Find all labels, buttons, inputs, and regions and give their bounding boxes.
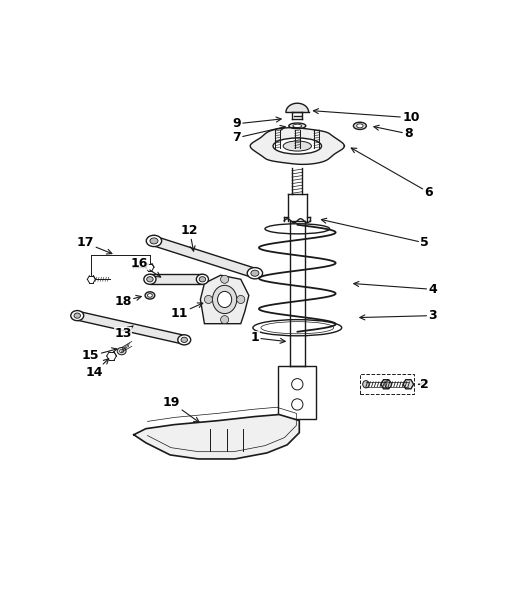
Ellipse shape bbox=[144, 274, 156, 284]
Ellipse shape bbox=[199, 277, 206, 282]
Ellipse shape bbox=[363, 380, 369, 388]
Circle shape bbox=[220, 275, 229, 283]
Polygon shape bbox=[201, 275, 249, 324]
Text: 13: 13 bbox=[115, 326, 133, 340]
Ellipse shape bbox=[181, 337, 188, 342]
Ellipse shape bbox=[74, 313, 80, 318]
Ellipse shape bbox=[147, 293, 152, 297]
Ellipse shape bbox=[247, 267, 263, 279]
Text: 16: 16 bbox=[131, 257, 160, 277]
Ellipse shape bbox=[71, 310, 84, 320]
Text: 9: 9 bbox=[232, 117, 281, 130]
Polygon shape bbox=[76, 311, 185, 344]
Circle shape bbox=[204, 296, 213, 303]
Bar bbox=[278, 366, 316, 419]
Text: 18: 18 bbox=[115, 295, 141, 308]
Polygon shape bbox=[286, 103, 308, 112]
Text: 8: 8 bbox=[374, 125, 413, 140]
Text: 10: 10 bbox=[314, 108, 420, 124]
Text: 2: 2 bbox=[418, 378, 429, 391]
Polygon shape bbox=[250, 128, 344, 164]
Text: 6: 6 bbox=[351, 148, 433, 199]
Text: 14: 14 bbox=[86, 359, 109, 379]
Text: 15: 15 bbox=[82, 348, 117, 362]
Ellipse shape bbox=[218, 292, 232, 307]
Ellipse shape bbox=[385, 380, 391, 388]
Ellipse shape bbox=[289, 123, 306, 128]
Text: 11: 11 bbox=[171, 303, 203, 320]
Text: 1: 1 bbox=[250, 332, 285, 345]
Polygon shape bbox=[150, 274, 203, 284]
Circle shape bbox=[220, 316, 229, 324]
Text: 12: 12 bbox=[181, 224, 199, 251]
Ellipse shape bbox=[196, 274, 208, 284]
Ellipse shape bbox=[357, 124, 363, 128]
Ellipse shape bbox=[178, 335, 191, 345]
Ellipse shape bbox=[150, 238, 158, 244]
Text: 17: 17 bbox=[77, 236, 112, 254]
Ellipse shape bbox=[146, 235, 162, 247]
Ellipse shape bbox=[120, 349, 123, 353]
Ellipse shape bbox=[283, 141, 312, 151]
Circle shape bbox=[237, 296, 245, 303]
Circle shape bbox=[292, 379, 303, 390]
Text: 5: 5 bbox=[321, 219, 429, 249]
Text: 7: 7 bbox=[232, 125, 286, 144]
Text: 19: 19 bbox=[163, 396, 199, 422]
Ellipse shape bbox=[117, 348, 126, 355]
Ellipse shape bbox=[293, 124, 302, 127]
Polygon shape bbox=[134, 415, 299, 459]
Ellipse shape bbox=[273, 138, 321, 154]
Polygon shape bbox=[403, 380, 414, 389]
Polygon shape bbox=[153, 236, 256, 278]
Ellipse shape bbox=[251, 270, 259, 276]
Ellipse shape bbox=[213, 285, 237, 313]
Ellipse shape bbox=[147, 277, 153, 282]
Text: 3: 3 bbox=[360, 309, 437, 322]
Ellipse shape bbox=[265, 224, 330, 234]
Ellipse shape bbox=[353, 122, 366, 130]
Ellipse shape bbox=[253, 320, 342, 336]
Polygon shape bbox=[381, 380, 391, 389]
Circle shape bbox=[292, 399, 303, 410]
Ellipse shape bbox=[145, 292, 155, 299]
Text: 4: 4 bbox=[354, 282, 437, 296]
